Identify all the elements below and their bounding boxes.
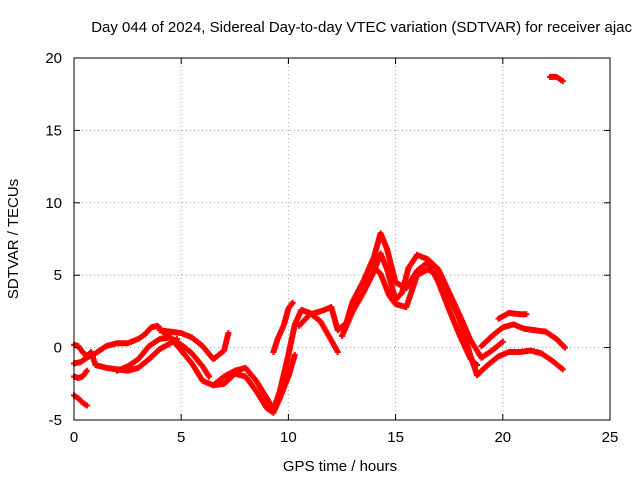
series-arc-14 <box>495 309 530 322</box>
chart-title: Day 044 of 2024, Sidereal Day-to-day VTE… <box>91 19 632 36</box>
data-point <box>225 330 232 337</box>
tick-labels: 0 5 10 15 20 25 -5 0 5 10 15 20 <box>45 50 618 446</box>
data-point <box>206 373 213 380</box>
data-point <box>83 402 90 409</box>
data-point <box>291 351 298 358</box>
y-axis-label: SDTVAR / TECUs <box>5 179 22 299</box>
series-arc-11 <box>371 264 481 379</box>
x-tick-label: 10 <box>280 429 297 446</box>
y-tick-label: -5 <box>49 412 62 429</box>
plot-frame <box>73 57 611 421</box>
data-point <box>559 366 566 373</box>
data-point <box>334 348 341 355</box>
x-axis-label: GPS time / hours <box>283 458 397 475</box>
series-arc-7 <box>210 306 341 413</box>
plot-area <box>71 73 568 416</box>
data-point <box>561 344 568 351</box>
series-arc-4 <box>71 392 90 409</box>
x-tick-label: 25 <box>602 429 619 446</box>
x-tick-label: 15 <box>387 429 404 446</box>
x-tick-label: 5 <box>177 429 185 446</box>
data-point <box>83 367 90 374</box>
series-arc-15 <box>546 73 566 85</box>
series-arc-12 <box>474 347 566 379</box>
x-tick-label: 20 <box>494 429 511 446</box>
series-arc-6 <box>156 327 232 363</box>
data-point <box>289 299 296 306</box>
series-arc-3 <box>71 367 90 382</box>
y-tick-label: 0 <box>54 340 62 357</box>
series-arc-8 <box>270 299 296 355</box>
data-point <box>523 311 530 318</box>
y-tick-label: 5 <box>54 267 62 284</box>
data-point <box>499 338 506 345</box>
y-tick-label: 10 <box>45 195 62 212</box>
axis-ticks <box>73 57 611 421</box>
y-tick-label: 15 <box>45 122 62 139</box>
x-tick-label: 0 <box>70 429 78 446</box>
grid-lines <box>74 58 610 420</box>
series-arc-13 <box>478 321 568 351</box>
data-point <box>559 78 566 85</box>
series-arc-2 <box>71 335 180 374</box>
y-tick-label: 20 <box>45 50 62 67</box>
